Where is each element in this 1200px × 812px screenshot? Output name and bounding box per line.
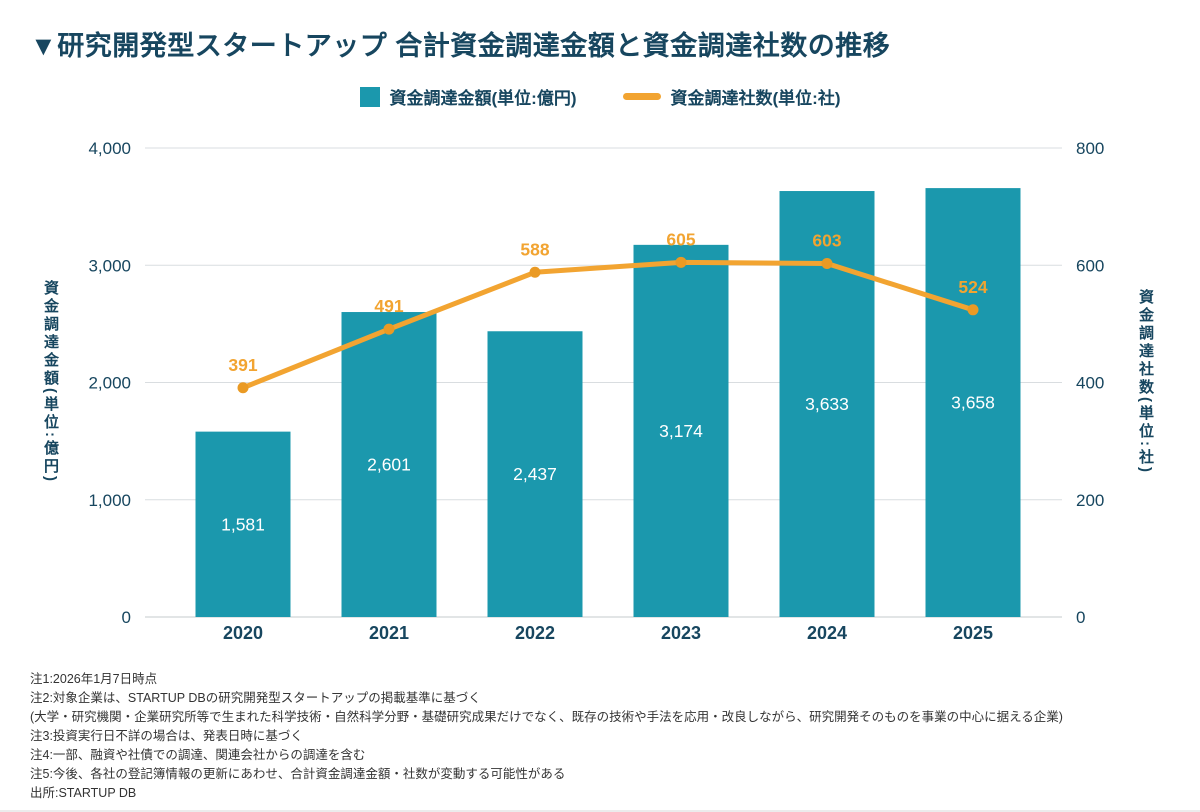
x-axis-label: 2025: [953, 623, 993, 643]
line-point: [237, 382, 249, 394]
page-title: ▼研究開発型スタートアップ 合計資金調達金額と資金調達社数の推移: [30, 31, 891, 61]
line-point-label: 605: [666, 229, 695, 249]
line-point-label: 391: [228, 355, 257, 375]
legend-item-company-count: 資金調達社数(単位:社): [622, 84, 841, 109]
bar-value-label: 2,437: [513, 464, 557, 484]
x-axis-label: 2023: [661, 623, 701, 643]
right-axis-tick-label: 0: [1076, 608, 1085, 627]
legend-label-company-count: 資金調達社数(単位:社): [670, 89, 841, 108]
bar: [633, 244, 729, 617]
right-axis-tick-label: 200: [1076, 491, 1104, 510]
bar-value-label: 1,581: [221, 514, 265, 534]
footnote-line: 注3:投資実行日不詳の場合は、発表日時に基づく: [30, 729, 303, 743]
line-point: [675, 256, 687, 268]
bar-value-label: 3,174: [659, 421, 703, 441]
footnote-line: (大学・研究機関・企業研究所等で生まれた科学技術・自然科学分野・基礎研究成果だけ…: [30, 710, 1063, 724]
line-point: [967, 304, 979, 316]
line-series: [240, 259, 976, 391]
footnotes: 注1:2026年1月7日時点 注2:対象企業は、STARTUP DBの研究開発型…: [30, 670, 1170, 803]
combo-chart-svg: 0 0 1,000 200 2,000 400 3,000 600 4,000 800 1,581 2…: [88, 139, 1104, 643]
x-axis-label: 2021: [369, 623, 409, 643]
left-axis-tick-label: 0: [122, 608, 131, 627]
bar: [341, 312, 437, 617]
line-point: [821, 257, 833, 269]
footnote-line: 出所:STARTUP DB: [30, 786, 137, 800]
bar-value-label: 3,633: [805, 394, 849, 414]
right-axis-title: 資金調達社数(単位:社): [1137, 289, 1154, 475]
line-legend-swatch: [622, 93, 661, 100]
bar-value-label: 3,658: [951, 393, 995, 413]
x-axis-label: 2024: [807, 623, 847, 643]
bar: [487, 331, 583, 617]
right-axis-tick-label: 400: [1076, 374, 1104, 393]
left-axis-tick-label: 4,000: [88, 139, 131, 158]
right-axis-tick-label: 600: [1076, 256, 1104, 275]
chart-legend: 資金調達金額(単位:億円) 資金調達社数(単位:社): [0, 84, 1200, 109]
x-axis-label: 2022: [515, 623, 555, 643]
footnote-line: 注4:一部、融資や社債での調達、関連会社からの調達を含む: [30, 748, 366, 762]
line-point-label: 603: [812, 230, 841, 250]
left-axis-title: 資金調達金額(単位:億円): [42, 280, 59, 484]
footnote-line: 注2:対象企業は、STARTUP DBの研究開発型スタートアップの掲載基準に基づ…: [30, 691, 481, 705]
x-axis-label: 2020: [223, 623, 263, 643]
right-axis-tick-label: 800: [1076, 139, 1104, 158]
bar: [925, 188, 1021, 618]
line-point: [383, 323, 395, 335]
footnote-line: 注5:今後、各社の登記簿情報の更新にあわせ、合計資金調達金額・社数が変動する可能…: [30, 767, 566, 781]
bar-legend-swatch: [359, 86, 380, 107]
bar-value-label: 2,601: [367, 455, 411, 475]
line-point-label: 588: [520, 239, 549, 259]
chart-area: 資金調達金額(単位:億円) 0 0 1,000 200 2,000 400 3,000 600…: [0, 130, 1200, 675]
legend-label-funding-amount: 資金調達金額(単位:億円): [389, 89, 577, 108]
footnote-line: 注1:2026年1月7日時点: [30, 672, 158, 686]
left-axis-tick-label: 1,000: [88, 491, 131, 510]
line-point: [529, 266, 541, 278]
legend-item-funding-amount: 資金調達金額(単位:億円): [359, 84, 577, 109]
line-point-label: 524: [958, 277, 987, 297]
left-axis-tick-label: 3,000: [88, 256, 131, 275]
line-point-label: 491: [374, 296, 403, 316]
left-axis-tick-label: 2,000: [88, 374, 131, 393]
bar: [195, 431, 291, 617]
